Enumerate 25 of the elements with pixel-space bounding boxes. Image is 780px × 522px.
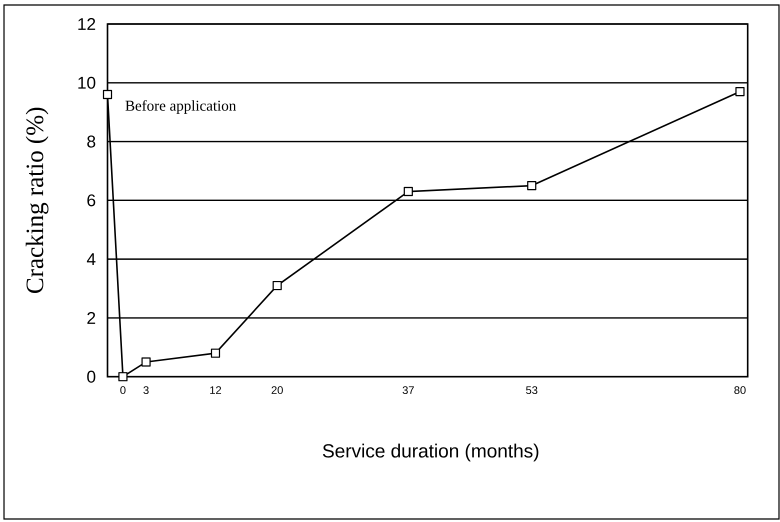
point <box>118 372 128 382</box>
point <box>272 280 282 290</box>
x-tick-label: 3 <box>143 386 149 394</box>
x-tick-label: 37 <box>402 386 414 394</box>
y-tick-label: 12 <box>78 18 96 30</box>
x-tick-label: 80 <box>734 386 746 394</box>
point <box>404 186 413 196</box>
point <box>735 86 745 96</box>
point <box>102 90 112 100</box>
y-axis-title: Cracking ratio (%) <box>26 108 48 294</box>
x-tick-label: 53 <box>526 386 538 394</box>
x-axis-title: Service duration (months) <box>322 444 538 462</box>
y-tick-label: 10 <box>78 76 96 89</box>
y-tick-label: 2 <box>87 312 96 324</box>
y-tick-label: 8 <box>87 136 96 148</box>
point <box>210 348 220 358</box>
y-tick-label: 6 <box>87 194 96 206</box>
y-tick-label: 0 <box>87 370 96 383</box>
x-tick-label: 0 <box>120 386 126 394</box>
point <box>527 181 536 190</box>
point <box>141 357 151 367</box>
annotation: Before application <box>125 100 236 114</box>
x-tick-label: 20 <box>272 386 283 394</box>
x-tick-label: 12 <box>210 386 222 394</box>
y-tick-label: 4 <box>86 253 96 265</box>
